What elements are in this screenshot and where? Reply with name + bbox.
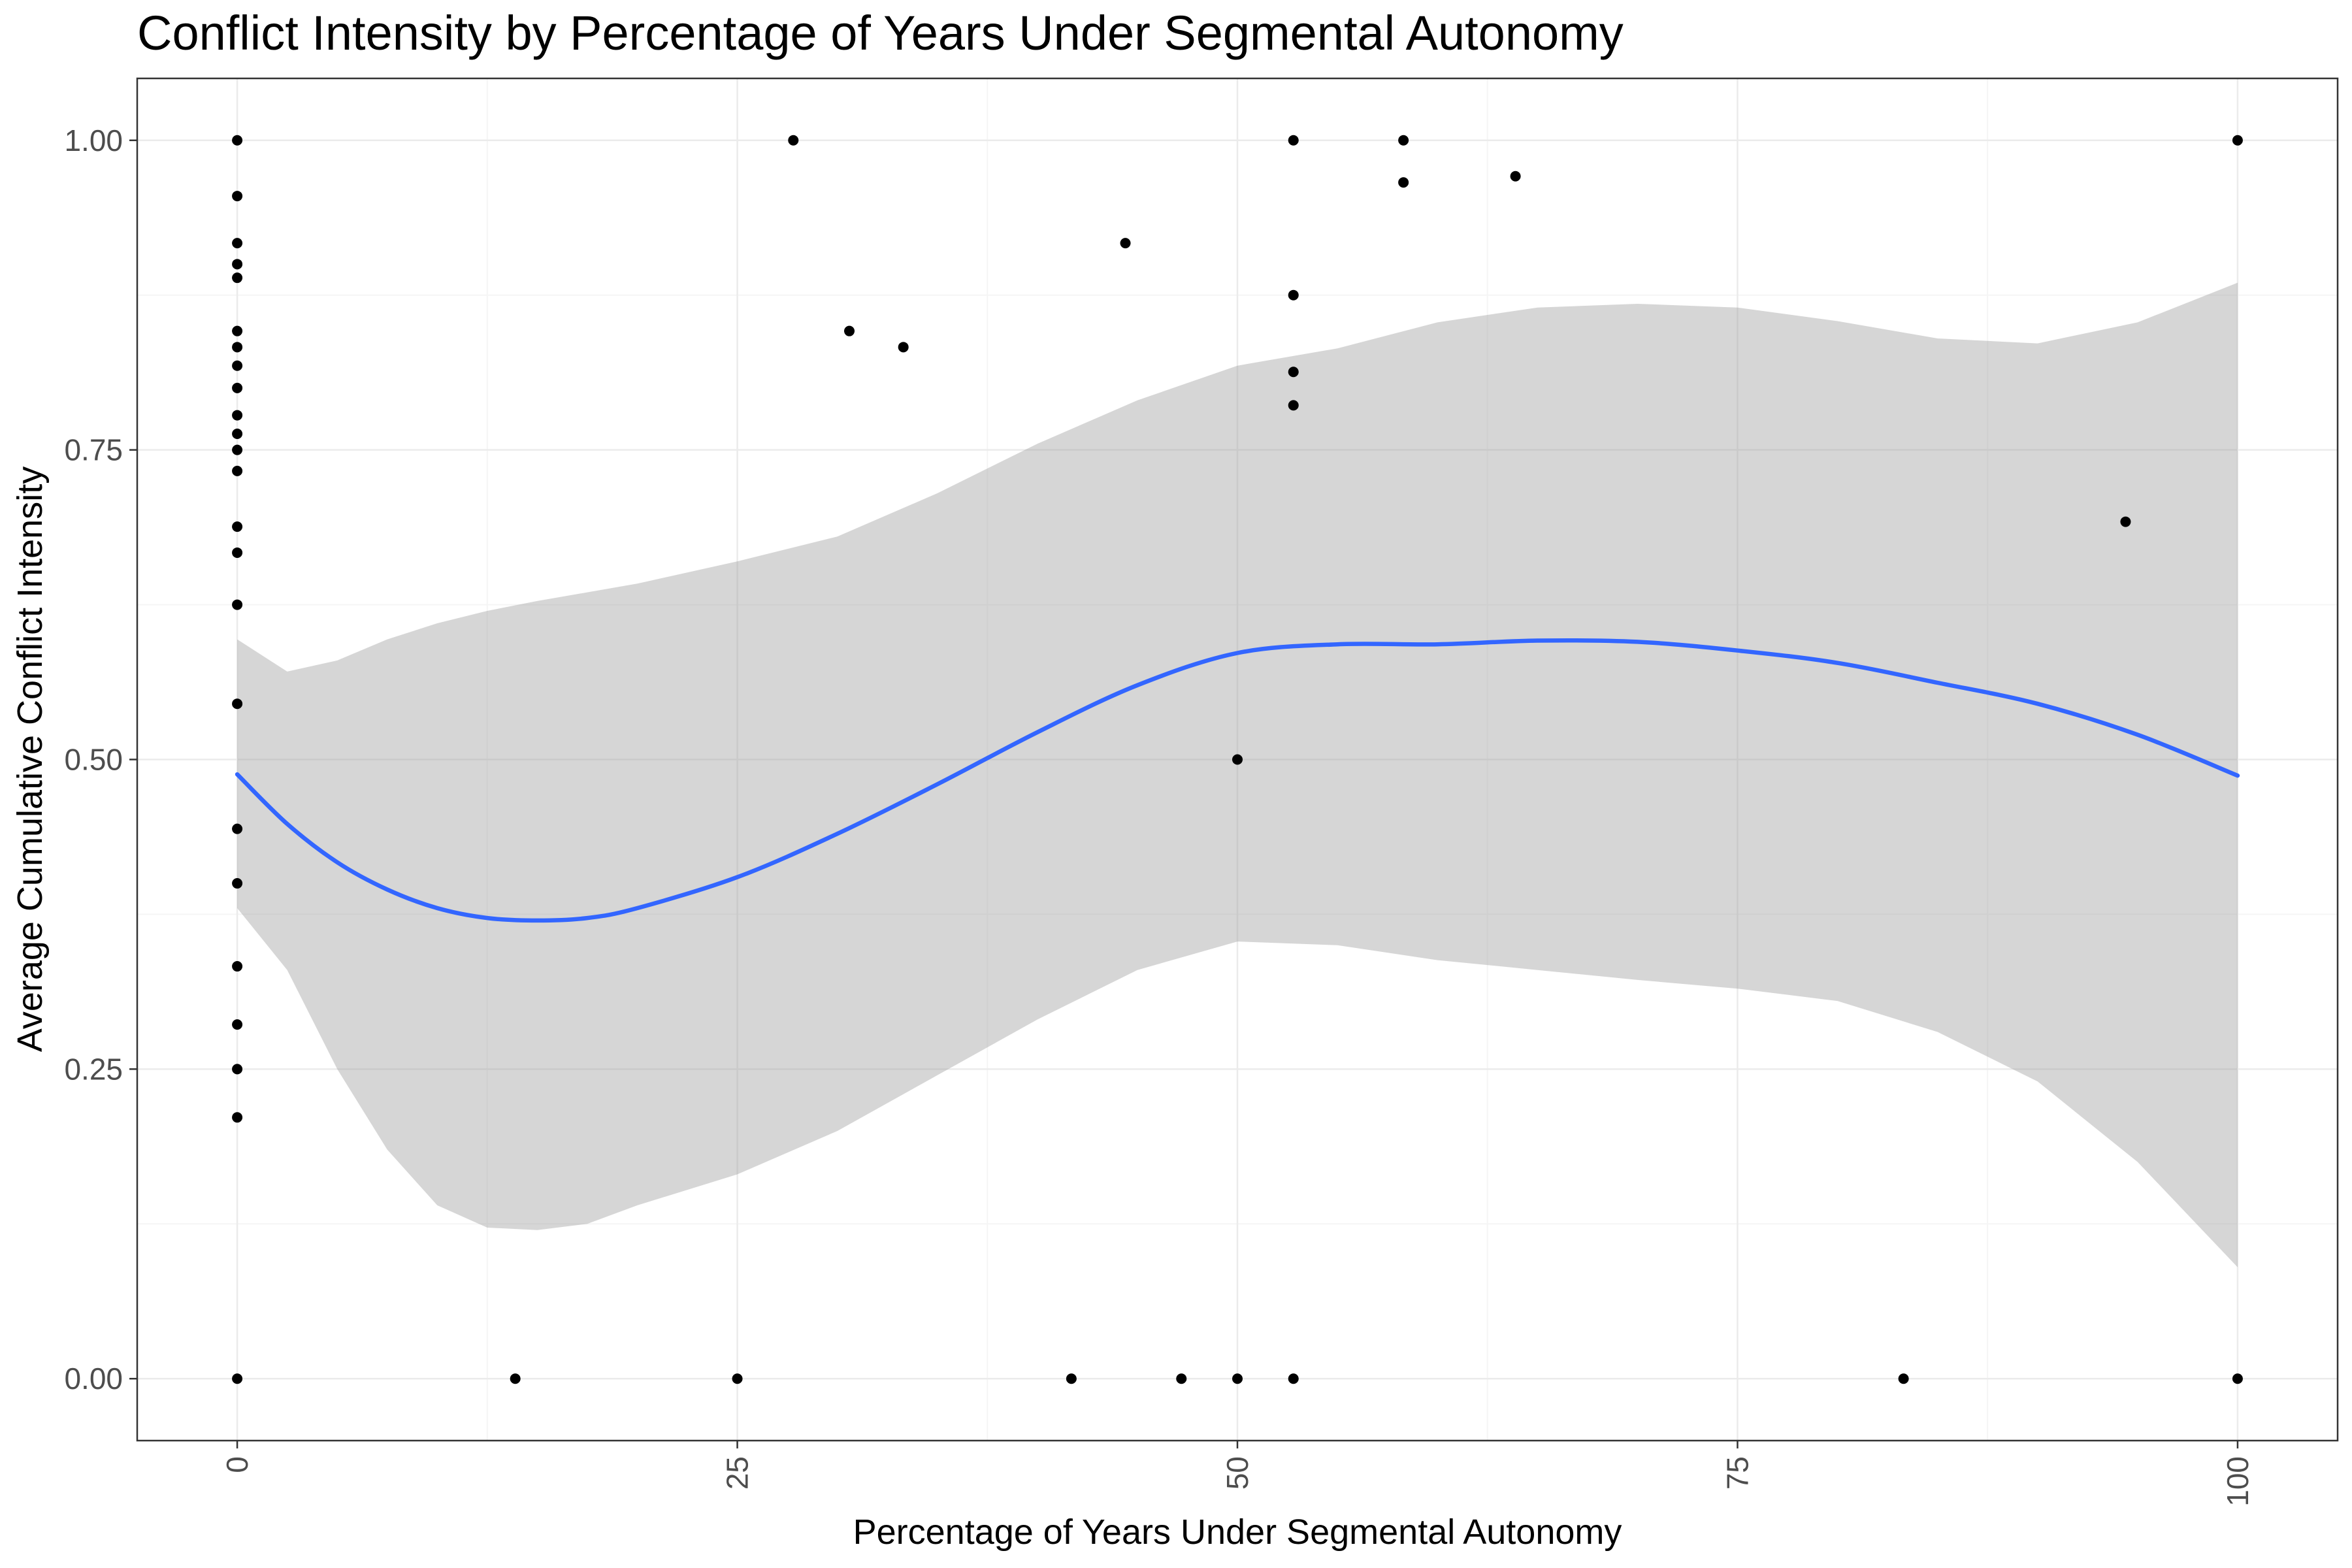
data-point [232,547,243,558]
data-point [232,342,243,353]
data-point [232,360,243,371]
data-point [1510,171,1521,182]
x-axis: 0 25 50 75 100 [220,1441,2255,1507]
data-point [1288,367,1299,378]
data-point [1288,289,1299,301]
data-point [232,961,243,972]
data-point [1120,238,1131,249]
y-tick-label: 1.00 [64,123,123,157]
data-point [232,272,243,284]
data-point [232,428,243,439]
data-point [844,325,855,336]
data-point [232,698,243,710]
data-point [1288,1373,1299,1384]
data-point [2232,1373,2243,1384]
data-point [232,1112,243,1123]
smooth-line [235,638,2240,923]
data-point [232,1064,243,1075]
data-point [232,1373,243,1384]
smooth-line-layer [235,638,2240,923]
data-point [788,135,799,146]
data-point [1398,135,1409,146]
data-point [2120,516,2131,527]
data-point [1232,1373,1243,1384]
data-point [1232,754,1243,765]
data-point [898,342,909,353]
points-layer [232,135,2243,1384]
y-tick-label: 0.00 [64,1362,123,1396]
data-point [232,444,243,455]
y-tick-label: 0.25 [64,1052,123,1086]
x-tick-label: 50 [1220,1456,1254,1490]
data-point [1288,135,1299,146]
x-tick-label: 100 [2221,1456,2255,1507]
data-point [232,382,243,393]
confidence-band [237,282,2238,1267]
y-tick-label: 0.50 [64,743,123,777]
data-point [232,191,243,202]
chart-title: Conflict Intensity by Percentage of Year… [137,6,1624,60]
data-point [232,521,243,532]
data-point [232,823,243,834]
x-tick-label: 0 [220,1456,254,1473]
data-point [732,1373,743,1384]
data-point [232,238,243,249]
data-point [232,135,243,146]
data-point [1288,400,1299,411]
data-point [232,878,243,889]
x-tick-label: 75 [1720,1456,1754,1490]
data-point [1176,1373,1187,1384]
data-point [232,259,243,270]
x-tick-label: 25 [721,1456,755,1490]
data-point [232,325,243,336]
data-point [232,465,243,476]
y-axis-title: Average Cumulative Conflict Intensity [10,466,50,1052]
data-point [232,410,243,421]
y-tick-label: 0.75 [64,433,123,467]
data-point [1398,177,1409,188]
y-axis: 0.00 0.25 0.50 0.75 1.00 [64,123,137,1396]
data-point [2232,135,2243,146]
data-point [1898,1373,1909,1384]
data-point [1066,1373,1077,1384]
x-axis-title: Percentage of Years Under Segmental Auto… [853,1512,1622,1552]
confidence-band-layer [237,282,2238,1267]
data-point [232,599,243,610]
data-point [510,1373,521,1384]
data-point [232,1019,243,1030]
